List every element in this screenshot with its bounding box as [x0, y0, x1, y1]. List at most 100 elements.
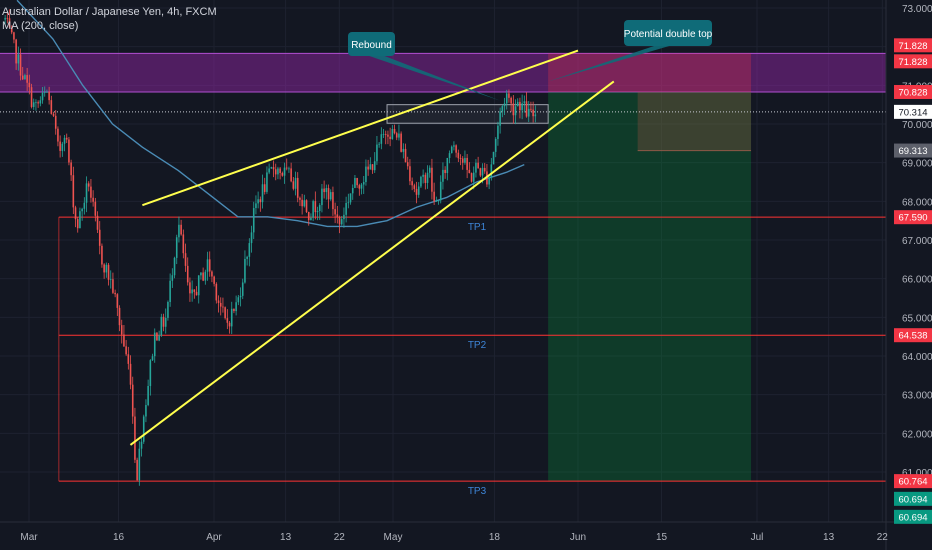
- candle-body: [200, 273, 202, 276]
- candle-body: [81, 209, 83, 211]
- candle-body: [255, 203, 257, 208]
- candle-body: [475, 163, 477, 173]
- time-tick-label: 13: [280, 532, 292, 543]
- symbol-title[interactable]: Australian Dollar / Japanese Yen, 4h, FX…: [2, 6, 217, 18]
- candle-body: [299, 198, 301, 200]
- candle-body: [176, 237, 178, 258]
- candle-body: [407, 162, 409, 166]
- indicator-label[interactable]: MA (200, close): [2, 19, 217, 33]
- candle-body: [471, 173, 473, 182]
- candle-body: [249, 243, 251, 257]
- candle-body: [77, 219, 79, 228]
- candle: [161, 314, 163, 337]
- candle-body: [427, 173, 429, 183]
- candle-body: [161, 317, 163, 336]
- candle-body: [196, 292, 198, 295]
- candle-body: [326, 188, 328, 192]
- price-tick-label: 73.000: [902, 4, 932, 15]
- candle-body: [103, 264, 105, 272]
- candle-body: [194, 290, 196, 292]
- time-tick-label: 18: [489, 532, 501, 543]
- candle-body: [436, 201, 438, 202]
- candle-body: [33, 102, 35, 107]
- candle-body: [92, 198, 94, 202]
- candle-body: [433, 192, 435, 202]
- candle-body: [284, 168, 286, 176]
- candle-body: [295, 178, 297, 189]
- candle-body: [244, 259, 246, 283]
- candle: [31, 84, 33, 109]
- candle-body: [134, 417, 136, 460]
- candle-body: [367, 167, 369, 170]
- candle-body: [275, 169, 277, 174]
- candle-body: [264, 184, 266, 192]
- time-tick-label: Apr: [206, 532, 222, 543]
- candle-body: [315, 201, 317, 212]
- level-label-tp1: TP1: [468, 222, 487, 233]
- candle-body: [106, 265, 108, 273]
- time-tick-label: 22: [877, 532, 889, 543]
- time-tick-label: 22: [334, 532, 346, 543]
- candle-body: [18, 54, 20, 63]
- candle-body: [189, 282, 191, 293]
- candle-body: [469, 170, 471, 173]
- candle-body: [449, 153, 451, 158]
- candle-body: [493, 152, 495, 164]
- candle-body: [158, 335, 160, 340]
- candle-body: [172, 275, 174, 281]
- price-tag-text: 60.694: [898, 494, 927, 505]
- candle-body: [286, 168, 288, 169]
- candle-body: [330, 192, 332, 199]
- candle-body: [383, 134, 385, 135]
- candle-body: [66, 138, 68, 140]
- price-tick-label: 63.000: [902, 391, 932, 402]
- candle-body: [378, 144, 380, 145]
- candle-body: [376, 145, 378, 162]
- candle-body: [165, 318, 167, 327]
- price-tag-text: 70.828: [898, 87, 927, 98]
- price-tag-text: 60.694: [898, 512, 927, 523]
- candle-body: [473, 173, 475, 182]
- candle-body: [205, 272, 207, 281]
- time-tick-label: 16: [113, 532, 125, 543]
- candle-body: [55, 116, 57, 129]
- candle-body: [22, 76, 24, 80]
- candle-body: [112, 279, 114, 293]
- candle-body: [257, 199, 259, 203]
- candle-body: [48, 92, 50, 100]
- candle-body: [125, 346, 127, 354]
- price-tag-text: 70.314: [898, 107, 927, 118]
- price-tag-text: 69.313: [898, 146, 927, 157]
- candle-body: [499, 111, 501, 125]
- candle-body: [440, 182, 442, 201]
- stop-loss-zone: [548, 53, 751, 92]
- candle-body: [297, 178, 299, 198]
- candle-body: [521, 103, 523, 110]
- candle-body: [356, 178, 358, 185]
- candle-body: [119, 308, 121, 325]
- time-tick-label: 13: [823, 532, 835, 543]
- candle-body: [339, 217, 341, 224]
- candle-body: [262, 184, 264, 202]
- candle-body: [409, 166, 411, 181]
- candle-body: [312, 201, 314, 218]
- candle-body: [64, 138, 66, 144]
- candle-body: [139, 449, 141, 481]
- candle-body: [460, 158, 462, 159]
- candle-body: [198, 275, 200, 295]
- candle-body: [447, 158, 449, 173]
- price-tick-label: 65.000: [902, 313, 932, 324]
- candle-body: [444, 170, 446, 173]
- candle-body: [108, 265, 110, 280]
- candle-body: [304, 200, 306, 206]
- candle-body: [145, 405, 147, 416]
- candle-body: [209, 259, 211, 271]
- candle-body: [277, 168, 279, 174]
- candle-body: [220, 303, 222, 307]
- candle-body: [31, 87, 33, 107]
- candle-body: [75, 207, 77, 219]
- candle-body: [385, 134, 387, 135]
- candle-body: [488, 177, 490, 184]
- candle-body: [337, 214, 339, 217]
